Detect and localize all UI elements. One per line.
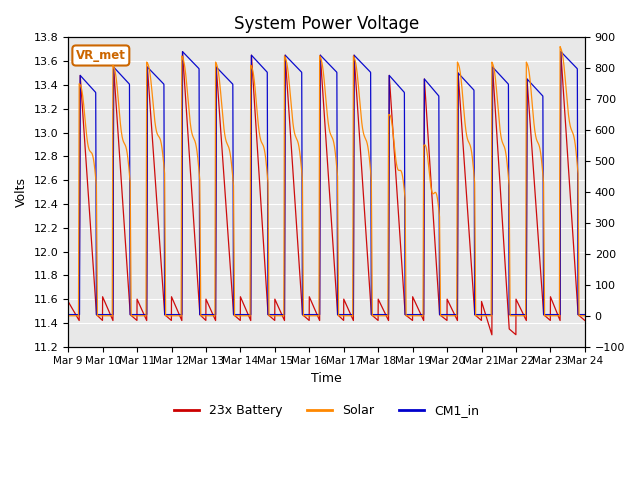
Legend: 23x Battery, Solar, CM1_in: 23x Battery, Solar, CM1_in: [169, 399, 484, 422]
X-axis label: Time: Time: [311, 372, 342, 385]
Title: System Power Voltage: System Power Voltage: [234, 15, 419, 33]
Y-axis label: Volts: Volts: [15, 177, 28, 207]
Text: VR_met: VR_met: [76, 49, 126, 62]
